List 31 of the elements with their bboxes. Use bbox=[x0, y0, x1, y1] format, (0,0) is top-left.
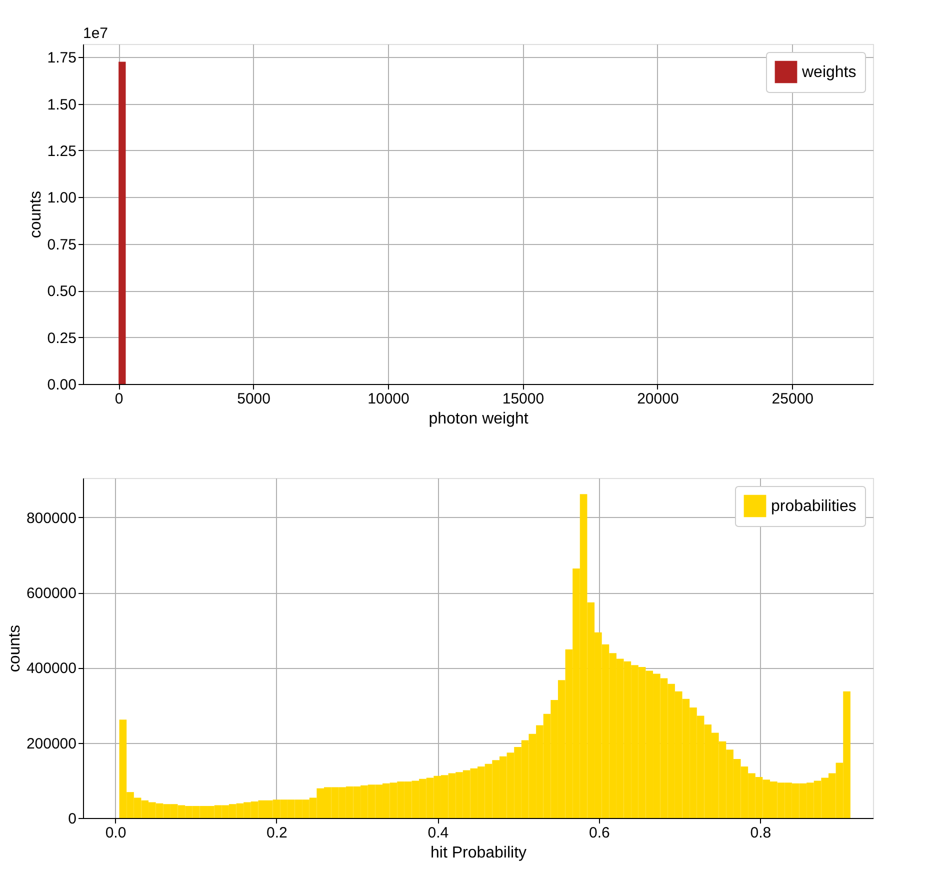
x-tick-label: 0 bbox=[114, 390, 124, 408]
y-tick-label: 0.25 bbox=[47, 330, 76, 347]
x-tick-label: 5000 bbox=[237, 390, 270, 408]
y-tick-label: 0.75 bbox=[47, 236, 76, 254]
x-tick-label: 0.8 bbox=[750, 824, 772, 842]
y-tick-label: 0 bbox=[68, 810, 76, 828]
y-tick-label: 200000 bbox=[26, 735, 76, 752]
x-tick-label: 10000 bbox=[368, 390, 410, 408]
x-tick-label: 0.6 bbox=[588, 824, 610, 842]
text: 1e7 bbox=[83, 25, 108, 42]
x-tick-label: 20000 bbox=[637, 390, 679, 408]
y-tick-label: 1.00 bbox=[47, 190, 76, 207]
x-tick-label: 0.2 bbox=[266, 824, 288, 842]
y-tick-label: 0.50 bbox=[47, 283, 76, 300]
y-tick-label: 600000 bbox=[26, 585, 76, 602]
y-tick-label: 400000 bbox=[26, 660, 76, 678]
y-tick-label: 1.50 bbox=[47, 96, 76, 114]
x-tick-label: 25000 bbox=[772, 390, 814, 408]
y-axis-title: counts bbox=[6, 624, 24, 672]
legend-label: weights bbox=[801, 64, 856, 81]
x-axis-title: photon weight bbox=[428, 410, 529, 428]
x-tick-label: 0.0 bbox=[105, 824, 126, 842]
x-tick-label: 0.4 bbox=[428, 824, 449, 842]
legend-label: probabilities bbox=[771, 498, 856, 515]
x-axis-title: hit Probability bbox=[430, 844, 527, 862]
y-tick-label: 1.75 bbox=[47, 50, 76, 67]
y-tick-label: 800000 bbox=[26, 510, 76, 527]
y-axis-title: counts bbox=[27, 190, 44, 238]
x-tick-label: 15000 bbox=[502, 390, 544, 408]
y-tick-label: 0.00 bbox=[47, 376, 76, 394]
y-tick-label: 1.25 bbox=[47, 142, 76, 160]
